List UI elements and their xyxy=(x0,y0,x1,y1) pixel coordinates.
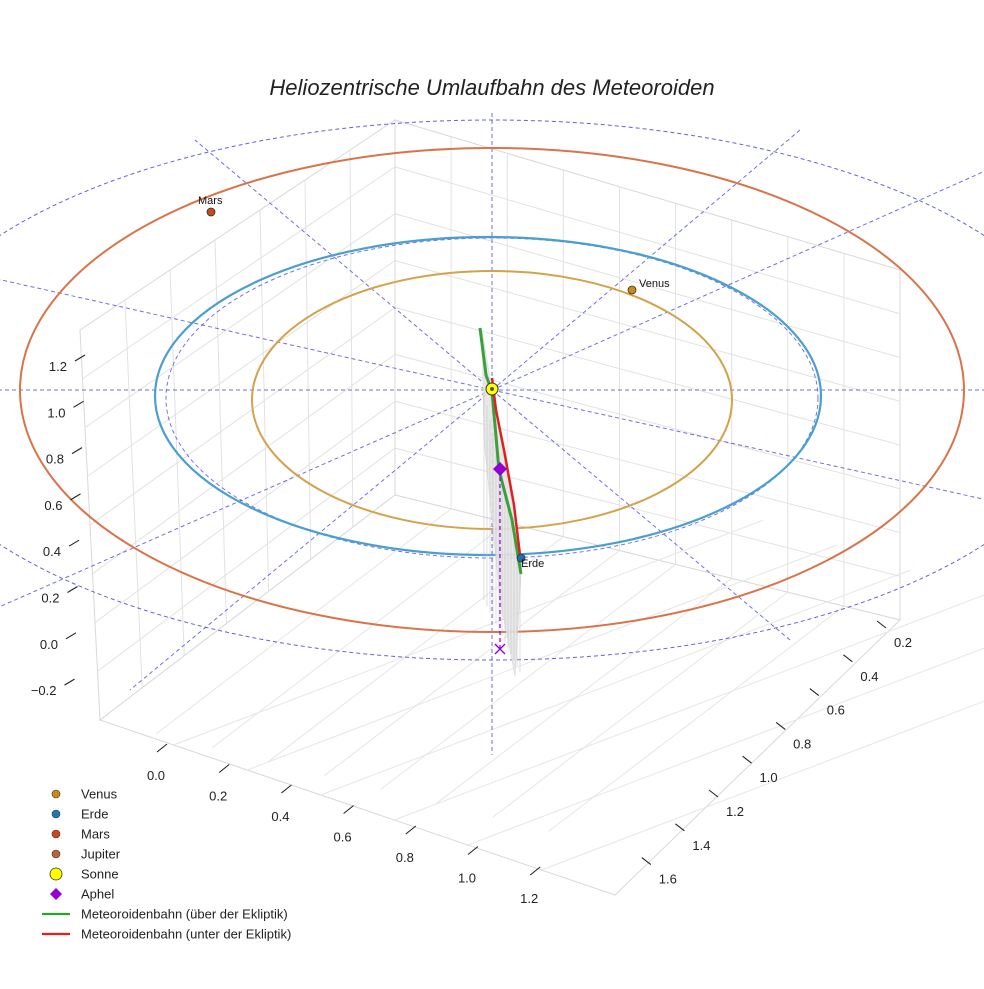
legend-marker xyxy=(52,850,60,858)
legend-label: Jupiter xyxy=(81,847,121,862)
z-tick-label: 1.0 xyxy=(47,405,65,420)
z-tick-label: 1.2 xyxy=(49,359,67,374)
z-tick-mark xyxy=(68,587,78,593)
mars-label: Mars xyxy=(198,195,223,207)
z-tick-mark xyxy=(74,401,84,407)
x-tick-label: 1.0 xyxy=(458,871,476,886)
x-tick-mark xyxy=(468,847,478,855)
x-tick-label: 1.2 xyxy=(520,891,538,906)
legend-label: Erde xyxy=(81,807,108,822)
y-tick-label: 1.4 xyxy=(692,838,710,853)
x-tick-mark xyxy=(406,826,416,834)
earth-label: Erde xyxy=(521,558,544,570)
x-tick-label: 0.4 xyxy=(271,809,289,824)
legend-marker xyxy=(52,810,60,818)
venus-marker xyxy=(628,286,636,294)
x-tick-label: 0.6 xyxy=(334,830,352,845)
legend-marker xyxy=(52,830,60,838)
x-tick-label: 0.2 xyxy=(209,789,227,804)
y-tick-label: 0.6 xyxy=(827,703,845,718)
legend-marker xyxy=(52,790,60,798)
legend-label: Sonne xyxy=(81,867,119,882)
z-tick-label: 0.0 xyxy=(40,637,58,652)
y-tick-label: 0.4 xyxy=(860,669,878,684)
x-tick-mark xyxy=(344,806,354,814)
legend-label: Venus xyxy=(81,787,118,802)
y-tick-label: 1.6 xyxy=(659,872,677,887)
y-tick-label: 1.0 xyxy=(760,770,778,785)
mars-marker xyxy=(207,208,215,216)
x-tick-mark xyxy=(157,744,167,752)
legend-label: Mars xyxy=(81,827,110,842)
y-tick-label: 0.2 xyxy=(894,635,912,650)
z-tick-label: 0.6 xyxy=(44,498,62,513)
legend-label: Aphel xyxy=(81,887,114,902)
z-tick-label: −0.2 xyxy=(31,683,57,698)
chart-title: Heliozentrische Umlaufbahn des Meteoroid… xyxy=(269,75,714,100)
z-tick-mark xyxy=(72,448,82,454)
z-tick-mark xyxy=(71,494,81,500)
legend-label: Meteoroidenbahn (über der Ekliptik) xyxy=(81,907,288,922)
z-tick-label: 0.8 xyxy=(46,452,64,467)
y-tick-label: 1.2 xyxy=(726,804,744,819)
y-tick-label: 0.8 xyxy=(793,736,811,751)
z-tick-mark xyxy=(69,540,79,546)
legend: Venus Erde Mars Jupiter Sonne Aphel Meteoroide… xyxy=(42,787,291,942)
legend-marker xyxy=(50,868,62,880)
x-tick-label: 0.0 xyxy=(147,768,165,783)
z-tick-mark xyxy=(65,679,75,685)
sun-core xyxy=(490,387,494,391)
x-tick-mark xyxy=(219,765,229,773)
z-tick-label: 0.2 xyxy=(41,591,59,606)
x-tick-label: 0.8 xyxy=(396,850,414,865)
z-tick-label: 0.4 xyxy=(43,544,61,559)
z-axis: 1.2 1.0 0.8 0.6 0.4 0.2 0.0 −0.2 xyxy=(31,355,85,698)
legend-label: Meteoroidenbahn (unter der Ekliptik) xyxy=(81,927,291,942)
x-tick-mark xyxy=(281,785,291,793)
venus-label: Venus xyxy=(639,278,670,290)
z-tick-mark xyxy=(66,633,76,639)
legend-marker xyxy=(50,888,62,900)
